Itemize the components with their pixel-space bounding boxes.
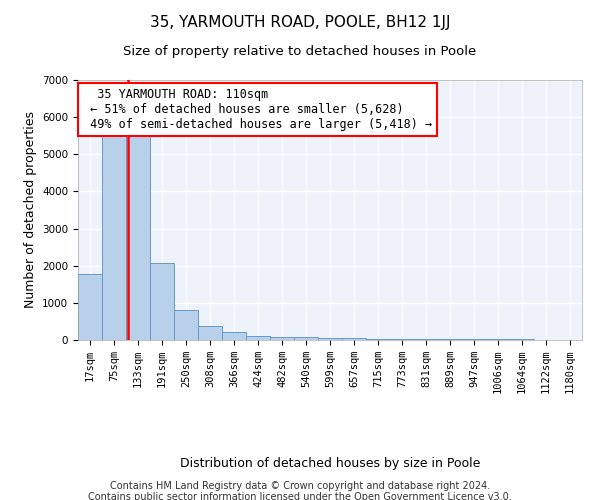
Bar (414, 339, 438, 340)
Bar (78, 274, 102, 340)
Bar (150, 262, 174, 340)
Bar (438, 339, 462, 340)
Text: Contains public sector information licensed under the Open Government Licence v3: Contains public sector information licen… (88, 492, 512, 500)
Text: Contains HM Land Registry data © Crown copyright and database right 2024.: Contains HM Land Registry data © Crown c… (110, 481, 490, 491)
Text: 35 YARMOUTH ROAD: 110sqm  
 ← 51% of detached houses are smaller (5,628)
 49% of: 35 YARMOUTH ROAD: 110sqm ← 51% of detach… (83, 88, 432, 131)
Bar (222, 332, 246, 340)
Bar (366, 338, 390, 340)
Bar (270, 336, 294, 340)
Bar (318, 338, 342, 340)
Bar (102, 126, 126, 340)
Bar (198, 326, 222, 340)
Bar (174, 310, 198, 340)
Bar (246, 336, 270, 340)
Text: 35, YARMOUTH ROAD, POOLE, BH12 1JJ: 35, YARMOUTH ROAD, POOLE, BH12 1JJ (150, 15, 450, 30)
Bar (390, 338, 414, 340)
Text: Size of property relative to detached houses in Poole: Size of property relative to detached ho… (124, 45, 476, 58)
Bar (126, 126, 150, 340)
Y-axis label: Number of detached properties: Number of detached properties (23, 112, 37, 308)
Text: Distribution of detached houses by size in Poole: Distribution of detached houses by size … (180, 458, 480, 470)
Bar (294, 337, 318, 340)
Bar (342, 338, 366, 340)
